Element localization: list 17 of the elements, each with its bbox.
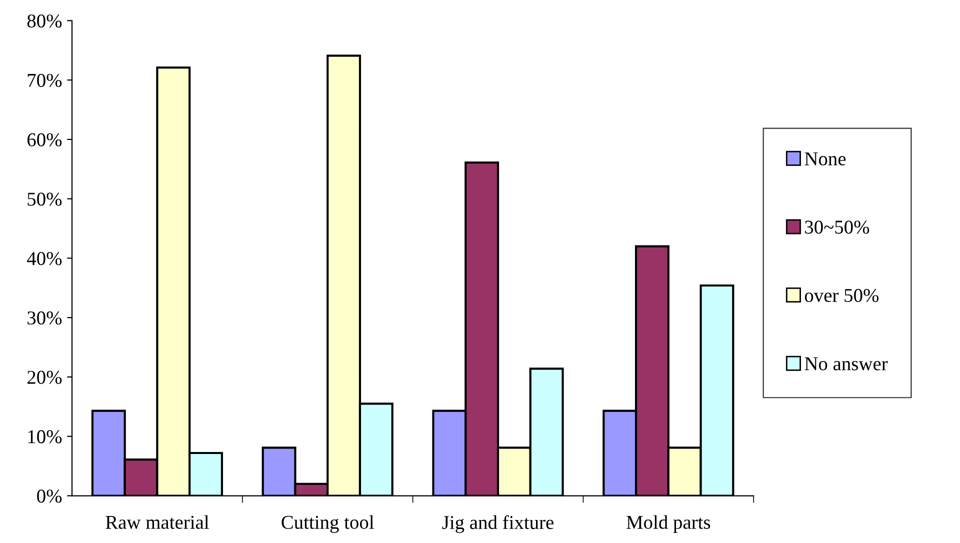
x-tick-label: Jig and fixture	[442, 515, 554, 534]
y-tick-label: 30%	[28, 311, 62, 325]
x-tick-label: Mold parts	[626, 515, 710, 533]
y-tick-label: 80%	[27, 14, 62, 28]
x-tick-label: Raw material	[106, 515, 209, 529]
legend-label: over 50%	[804, 288, 879, 302]
y-tick-label: 40%	[27, 252, 62, 266]
y-tick-label: 10%	[28, 430, 62, 444]
y-tick-label: 20%	[27, 370, 62, 384]
y-tick-label: 0%	[37, 490, 62, 503]
y-tick-label: 50%	[28, 192, 62, 206]
y-tick-label: 70%	[28, 74, 62, 88]
x-tick-label: Cutting tool	[282, 515, 374, 533]
legend-label: No answer	[804, 357, 888, 370]
y-tick-label: 60%	[27, 133, 62, 146]
legend-label: 30~50%	[805, 220, 870, 234]
legend-label: None	[804, 152, 846, 166]
